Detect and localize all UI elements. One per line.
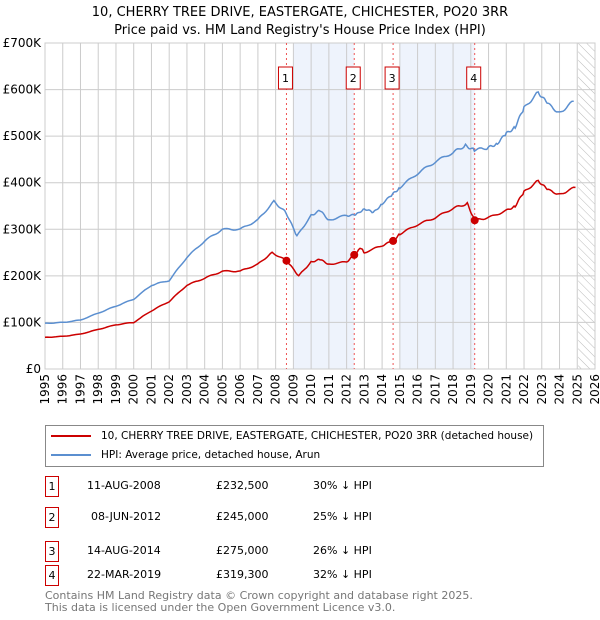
x-tick-label: 1997 xyxy=(73,374,87,405)
x-tick-label: 2003 xyxy=(180,374,194,405)
red-line-swatch xyxy=(51,435,91,437)
sale-row: 1 11-AUG-2008 £232,500 30% ↓ HPI xyxy=(45,476,600,497)
x-tick-label: 1995 xyxy=(38,374,52,405)
sale-hpi: 32% ↓ HPI xyxy=(313,568,372,581)
sale-number: 1 xyxy=(45,476,59,497)
shaded-period xyxy=(293,43,355,369)
x-tick-label: 2019 xyxy=(464,374,478,405)
x-tick-label: 2017 xyxy=(428,374,442,405)
sale-number: 3 xyxy=(45,541,59,562)
sale-point xyxy=(350,250,359,259)
x-tick-label: 2009 xyxy=(286,374,300,405)
sale-number: 4 xyxy=(45,565,59,586)
chart-title: 10, CHERRY TREE DRIVE, EASTERGATE, CHICH… xyxy=(0,4,600,40)
x-tick-label: 2008 xyxy=(269,374,283,405)
x-tick-label: 2011 xyxy=(322,374,336,405)
sale-marker-box xyxy=(466,66,482,90)
x-tick-label: 2026 xyxy=(588,374,600,405)
series-line xyxy=(45,90,574,325)
y-tick-label: £0 xyxy=(26,362,41,376)
sale-date: 08-JUN-2012 xyxy=(91,510,162,523)
x-tick-label: 2024 xyxy=(553,374,567,405)
y-tick-label: £700K xyxy=(3,36,43,50)
x-tick-label: 1996 xyxy=(56,374,70,405)
subtitle-line: Price paid vs. HM Land Registry's House … xyxy=(114,23,486,38)
x-tick-label: 2015 xyxy=(393,374,407,405)
x-tick-label: 2005 xyxy=(215,374,229,405)
y-tick-label: £100K xyxy=(3,315,43,329)
sale-row: 3 14-AUG-2014 £275,000 26% ↓ HPI xyxy=(45,541,600,562)
blue-line-swatch xyxy=(51,454,91,456)
sale-hpi: 25% ↓ HPI xyxy=(313,510,372,523)
sale-hpi: 30% ↓ HPI xyxy=(313,479,372,492)
x-tick-label: 2023 xyxy=(535,374,549,405)
x-tick-label: 2004 xyxy=(198,374,212,405)
x-tick-label: 1999 xyxy=(109,374,123,405)
y-tick-label: £400K xyxy=(3,176,43,190)
x-tick-label: 2018 xyxy=(446,374,460,405)
sale-date: 11-AUG-2008 xyxy=(87,479,161,492)
x-tick-label: 2012 xyxy=(340,374,354,405)
sale-marker-number: 4 xyxy=(470,72,477,85)
legend-label: 10, CHERRY TREE DRIVE, EASTERGATE, CHICH… xyxy=(101,430,534,442)
sale-hpi: 26% ↓ HPI xyxy=(313,544,372,557)
legend-item-hpi: HPI: Average price, detached house, Arun xyxy=(51,449,320,461)
x-tick-label: 2007 xyxy=(251,374,265,405)
sale-row: 4 22-MAR-2019 £319,300 32% ↓ HPI xyxy=(45,565,600,586)
sale-marker-box xyxy=(384,66,400,90)
sale-marker-box xyxy=(277,66,293,90)
copyright-text: Contains HM Land Registry data © Crown c… xyxy=(45,589,473,602)
x-tick-label: 2022 xyxy=(517,374,531,405)
y-tick-label: £300K xyxy=(3,222,43,236)
x-tick-label: 2002 xyxy=(162,374,176,405)
sale-number: 2 xyxy=(45,507,59,528)
series-line xyxy=(44,179,576,338)
sale-date: 22-MAR-2019 xyxy=(87,568,162,581)
x-tick-label: 2021 xyxy=(499,374,513,405)
x-tick-label: 2016 xyxy=(411,374,425,405)
sale-point xyxy=(389,236,398,245)
footer: Contains HM Land Registry data © Crown c… xyxy=(45,590,473,613)
title-line: 10, CHERRY TREE DRIVE, EASTERGATE, CHICH… xyxy=(91,5,509,20)
x-tick-label: 2006 xyxy=(233,374,247,405)
sale-point xyxy=(282,256,291,265)
legend: 10, CHERRY TREE DRIVE, EASTERGATE, CHICH… xyxy=(45,425,544,467)
sale-marker-box xyxy=(345,66,361,90)
plot-frame xyxy=(44,42,596,370)
y-tick-label: £200K xyxy=(3,269,43,283)
sale-marker-number: 2 xyxy=(350,72,357,85)
sale-price: £319,300 xyxy=(216,568,269,581)
legend-label: HPI: Average price, detached house, Arun xyxy=(101,449,321,461)
sale-row: 2 08-JUN-2012 £245,000 25% ↓ HPI xyxy=(45,507,600,528)
y-tick-label: £600K xyxy=(3,83,43,97)
x-tick-label: 2025 xyxy=(570,374,584,405)
sale-price: £232,500 xyxy=(216,479,269,492)
x-tick-label: 2000 xyxy=(127,374,141,405)
sale-marker-number: 3 xyxy=(389,72,396,85)
x-tick-label: 2020 xyxy=(482,374,496,405)
legend-item-property: 10, CHERRY TREE DRIVE, EASTERGATE, CHICH… xyxy=(51,430,533,442)
sale-point xyxy=(470,216,479,225)
sale-price: £275,000 xyxy=(216,544,269,557)
x-tick-label: 2010 xyxy=(304,374,318,405)
sale-price: £245,000 xyxy=(216,510,269,523)
x-tick-label: 2014 xyxy=(375,374,389,405)
price-chart: 1995 1996 1997 1998 1999 2000 2001 2002 2003 2004… xyxy=(3,36,600,405)
licence-text: This data is licensed under the Open Gov… xyxy=(45,600,396,614)
x-tick-label: 2013 xyxy=(357,374,371,405)
y-tick-label: £500K xyxy=(3,129,43,143)
sale-date: 14-AUG-2014 xyxy=(87,544,161,557)
forecast-hatch xyxy=(578,43,595,369)
sale-marker-number: 1 xyxy=(282,72,289,85)
x-tick-label: 1998 xyxy=(91,374,105,405)
x-tick-label: 2001 xyxy=(144,374,158,405)
